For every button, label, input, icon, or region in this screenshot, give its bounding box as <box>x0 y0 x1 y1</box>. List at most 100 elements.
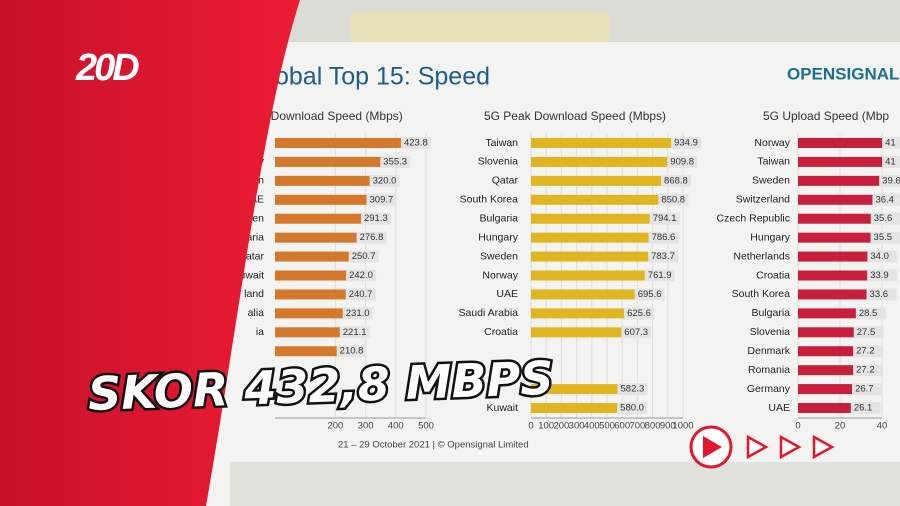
bar <box>531 308 627 319</box>
bar <box>798 251 870 262</box>
x-tick-label: 500 <box>418 421 434 432</box>
value-label: 423.8 <box>404 138 428 149</box>
chart-title: G Download Speed (Mbps) <box>258 109 403 123</box>
value-label: 240.7 <box>349 289 373 300</box>
value-label-bg <box>853 364 884 377</box>
bar <box>798 384 855 395</box>
category-label: Slovenia <box>478 156 518 168</box>
value-label-bg <box>348 250 379 263</box>
bar <box>275 327 342 338</box>
value-label-bg <box>345 288 376 301</box>
value-label: 34.0 <box>870 251 889 262</box>
x-tick-label: 800 <box>645 421 661 432</box>
x-tick-label: 400 <box>388 421 404 432</box>
x-tick-label: 1000 <box>672 421 693 432</box>
value-label-bg <box>867 250 898 263</box>
bar <box>798 138 885 148</box>
bar <box>798 403 853 414</box>
bar <box>531 213 652 224</box>
value-label: 695.6 <box>638 289 662 300</box>
value-label-bg <box>634 288 665 301</box>
category-label: Germany <box>747 383 791 395</box>
value-label-bg <box>882 155 900 168</box>
value-label-bg <box>617 383 648 396</box>
bar <box>531 138 674 148</box>
x-tick-label: 100 <box>538 421 554 432</box>
bar <box>531 156 670 167</box>
value-label-bg <box>853 326 884 339</box>
category-label: UAE <box>496 288 518 300</box>
x-tick-label: 200 <box>327 421 343 432</box>
value-label-bg <box>342 307 373 320</box>
brand: OPENSIGNAL <box>787 64 899 83</box>
value-label: 33.9 <box>870 270 889 281</box>
value-label-bg <box>671 137 702 149</box>
value-label: 41 <box>885 138 896 149</box>
x-tick-label: 400 <box>584 421 600 432</box>
value-label: 35.5 <box>874 232 893 243</box>
x-tick-label: 700 <box>629 421 645 432</box>
value-label: 33.6 <box>870 289 889 300</box>
arrow <box>779 434 802 460</box>
category-label: Romania <box>748 364 790 376</box>
category-label: land <box>244 288 264 300</box>
play-icon[interactable] <box>703 436 722 458</box>
value-label-bg <box>867 269 898 282</box>
value-label-bg <box>853 345 884 358</box>
value-label-bg <box>661 174 692 187</box>
value-label: 210.8 <box>340 346 364 357</box>
x-tick-label: 0 <box>528 421 533 432</box>
value-label-bg <box>882 137 900 149</box>
value-label-bg <box>380 155 411 168</box>
bar <box>798 346 856 357</box>
bar <box>798 270 870 281</box>
blurred-band <box>230 462 900 506</box>
bar <box>798 308 858 319</box>
value-label: 28.5 <box>859 308 878 319</box>
value-label-bg <box>872 193 900 206</box>
category-label: Netherlands <box>733 250 790 262</box>
play-buttons[interactable] <box>689 425 835 469</box>
category-label: Qatar <box>492 175 519 187</box>
value-label-bg <box>879 174 900 187</box>
bar <box>531 175 664 186</box>
bar <box>275 138 403 148</box>
bar <box>275 346 339 357</box>
category-label: Sweden <box>480 250 518 262</box>
category-label: Croatia <box>756 269 790 281</box>
category-label: Switzerland <box>736 194 790 206</box>
value-label-bg <box>644 269 675 282</box>
x-tick-label: 40 <box>877 421 888 432</box>
value-label: 276.8 <box>360 232 384 243</box>
value-label-bg <box>870 231 900 244</box>
category-label: Slovenia <box>750 326 790 338</box>
bar <box>275 270 349 281</box>
bar <box>798 213 873 224</box>
category-label: Kuwait <box>486 402 518 414</box>
x-tick-label: 600 <box>614 421 630 432</box>
bar <box>798 327 856 338</box>
value-label-bg <box>346 269 377 282</box>
value-label: 761.9 <box>648 270 672 281</box>
bar <box>531 194 661 205</box>
value-label: 850.8 <box>661 194 685 205</box>
category-label: Bulgaria <box>751 307 790 319</box>
value-label: 231.0 <box>346 308 370 319</box>
value-label: 39.6 <box>882 175 900 186</box>
value-label: 355.3 <box>383 156 407 167</box>
value-label: 909.8 <box>670 156 694 167</box>
value-label-bg <box>855 307 886 320</box>
category-label: Norway <box>754 137 790 149</box>
bar <box>275 194 369 205</box>
category-label: Hungary <box>750 231 790 243</box>
category-label: ia <box>256 326 264 338</box>
value-label: 868.8 <box>664 175 688 186</box>
value-label: 291.3 <box>364 213 388 224</box>
value-label: 250.7 <box>352 251 376 262</box>
category-label: Denmark <box>747 345 790 357</box>
value-label-bg <box>621 326 652 339</box>
bar <box>275 308 345 319</box>
x-tick-label: 0 <box>795 421 800 432</box>
value-label: 27.2 <box>856 346 875 357</box>
